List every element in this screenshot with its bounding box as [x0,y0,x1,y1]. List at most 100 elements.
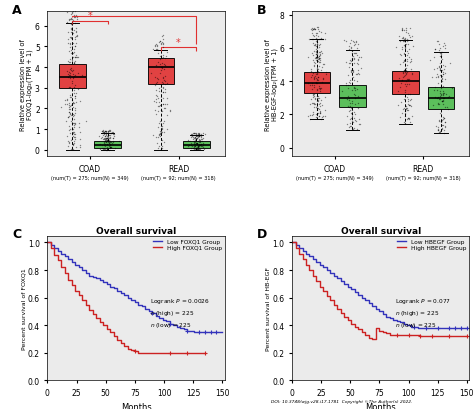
Point [188,144,196,150]
Point [104,137,111,144]
Point [348,67,356,74]
Point [152,74,159,81]
Point [109,139,117,146]
Point [308,73,316,79]
Point [395,34,403,40]
Point [317,116,325,123]
Point [65,59,73,66]
Point [70,130,78,136]
Point [403,58,410,65]
Point [408,58,415,65]
Point [308,50,316,57]
Point [435,97,442,103]
Point [196,146,204,153]
Point [322,36,329,43]
Point [401,57,409,64]
Point [159,32,167,39]
Point [65,70,73,76]
Point [308,75,315,81]
Point [438,117,446,124]
Point [155,134,162,141]
Point [434,127,442,134]
Point [64,96,71,103]
Point [319,79,326,86]
Point [100,128,107,135]
Point [155,131,163,137]
Point [65,48,73,55]
Point [192,132,200,139]
Point [65,110,73,116]
Point [317,68,325,74]
Point [315,45,323,51]
Point [319,36,327,43]
Point [67,25,75,32]
Point [441,77,448,83]
Point [68,94,75,101]
Point [66,75,73,82]
Point [102,128,109,135]
Point [403,36,411,43]
Point [316,110,324,117]
Point [98,128,106,135]
Point [349,69,357,76]
Point [402,69,410,76]
Point [199,130,207,137]
Point [434,96,441,102]
Point [399,69,407,76]
Point [350,92,357,98]
Point [315,56,323,63]
Point [193,140,201,147]
Point [100,129,108,135]
Point [347,69,355,76]
Point [342,39,349,45]
Point [407,97,415,103]
Point [191,139,199,146]
Point [347,58,355,65]
Point [190,143,198,150]
Point [71,112,78,119]
Point [104,129,112,135]
Point [105,144,112,150]
Point [163,54,170,60]
Point [438,76,446,83]
Point [435,48,442,54]
Point [71,91,78,97]
Point [400,52,408,58]
Point [398,26,406,33]
Point [190,135,197,142]
Point [310,94,318,101]
Text: *: * [176,38,181,48]
Point [75,124,82,131]
Point [433,38,440,45]
Point [312,57,319,64]
Point [100,132,107,139]
Point [192,131,200,138]
Point [438,68,445,75]
Point [157,123,164,130]
Point [437,49,445,56]
Point [162,89,169,96]
Point [316,52,324,59]
Point [66,92,73,99]
Point [437,54,444,61]
Point [159,44,167,51]
Point [71,15,79,21]
Point [100,140,108,146]
Point [191,135,199,142]
Title: Overall survival: Overall survival [96,226,176,235]
Point [76,145,83,151]
Point [71,138,78,144]
Point [439,96,447,103]
Point [347,46,355,52]
Point [66,85,74,92]
Point [191,146,198,153]
Point [436,60,444,67]
Point [155,133,163,139]
Point [159,85,166,91]
Point [348,67,356,74]
Point [158,130,165,137]
Point [435,74,442,81]
Point [313,107,320,114]
Point [160,75,167,82]
Point [430,88,438,94]
